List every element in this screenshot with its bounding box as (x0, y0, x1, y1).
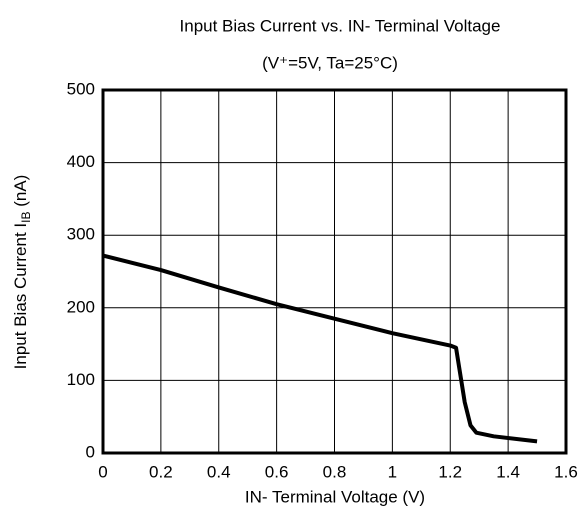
y-label-unit: (nA) (11, 175, 30, 212)
x-axis-label: IN- Terminal Voltage (V) (245, 487, 425, 506)
x-tick-label: 1.6 (554, 462, 578, 481)
x-tick-label: 0 (98, 462, 107, 481)
x-tick-label: 0.6 (265, 462, 289, 481)
x-tick-label: 1.2 (438, 462, 462, 481)
x-tick-label: 0.4 (207, 462, 231, 481)
data-line (102, 253, 538, 444)
y-axis-label: Input Bias Current IIB (nA) (11, 175, 33, 370)
plot-frame (101, 88, 568, 455)
y-label-sub: IB (19, 212, 33, 223)
y-tick-label: 0 (86, 442, 95, 461)
y-tick-label: 300 (67, 225, 95, 244)
chart-subtitle: (V⁺=5V, Ta=25°C) (262, 53, 398, 72)
x-tick-label: 1 (388, 462, 397, 481)
x-tick-label: 0.2 (149, 462, 173, 481)
x-tick-label: 1.4 (496, 462, 520, 481)
chart-title: Input Bias Current vs. IN- Terminal Volt… (180, 16, 501, 35)
y-tick-label: 100 (67, 370, 95, 389)
y-label-text: Input Bias Current I (11, 223, 30, 369)
x-tick-label: 0.8 (323, 462, 347, 481)
y-tick-label: 200 (67, 297, 95, 316)
y-tick-label: 400 (67, 152, 95, 171)
y-tick-label: 500 (67, 79, 95, 98)
